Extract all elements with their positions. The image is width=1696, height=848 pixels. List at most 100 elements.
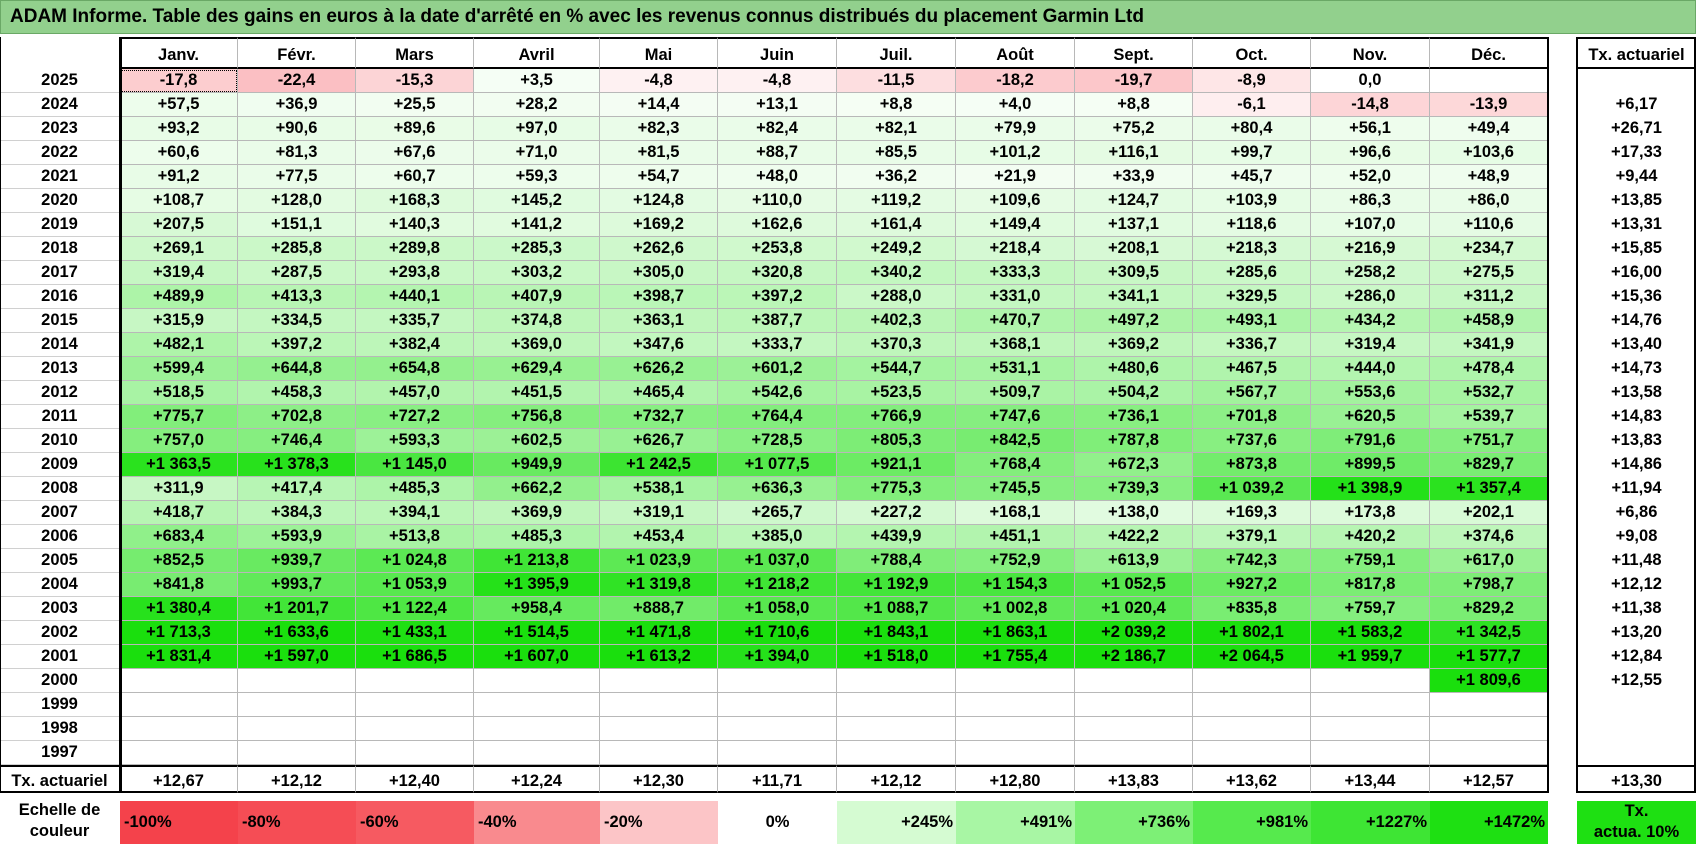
table-cell: +1 809,6 [1430, 669, 1548, 693]
table-cell: +116,1 [1075, 141, 1193, 165]
actuarial-rate: +14,86 [1577, 453, 1696, 477]
year-label: 2001 [0, 645, 119, 669]
table-cell [956, 693, 1075, 717]
table-cell: +218,3 [1193, 237, 1311, 261]
table-cell: -13,9 [1430, 93, 1548, 117]
table-cell [120, 669, 238, 693]
table-cell: +542,6 [718, 381, 837, 405]
table-cell: +25,5 [356, 93, 474, 117]
table-cell: +340,2 [837, 261, 956, 285]
table-cell: +311,2 [1430, 285, 1548, 309]
table-cell: +787,8 [1075, 429, 1193, 453]
table-cell: -4,8 [600, 69, 718, 93]
table-cell: +1 514,5 [474, 621, 600, 645]
table-cell: -15,3 [356, 69, 474, 93]
table-cell: +418,7 [120, 501, 238, 525]
table-cell: +2 039,2 [1075, 621, 1193, 645]
report-title: ADAM Informe. Table des gains en euros à… [0, 0, 1696, 34]
table-cell: +75,2 [1075, 117, 1193, 141]
table-cell: +363,1 [600, 309, 718, 333]
table-cell: +728,5 [718, 429, 837, 453]
table-cell: +384,3 [238, 501, 356, 525]
table-cell: +368,1 [956, 333, 1075, 357]
table-cell: -18,2 [956, 69, 1075, 93]
table-cell: +1 154,3 [956, 573, 1075, 597]
table-cell: +1 053,9 [356, 573, 474, 597]
scale-step: +736% [1075, 801, 1193, 844]
month-header: Juin [718, 37, 837, 69]
table-cell: +746,4 [238, 429, 356, 453]
footer-rate: +12,80 [956, 765, 1075, 793]
table-cell: +398,7 [600, 285, 718, 309]
table-cell: +958,4 [474, 597, 600, 621]
table-cell [238, 693, 356, 717]
table-cell: +1 242,5 [600, 453, 718, 477]
table-cell: +1 633,6 [238, 621, 356, 645]
table-cell: +539,7 [1430, 405, 1548, 429]
table-cell: +482,1 [120, 333, 238, 357]
year-label: 2013 [0, 357, 119, 381]
table-cell [1193, 717, 1311, 741]
table-cell: +1 002,8 [956, 597, 1075, 621]
year-label: 2004 [0, 573, 119, 597]
table-cell: +1 213,8 [474, 549, 600, 573]
table-cell: +1 433,1 [356, 621, 474, 645]
column-separator [0, 37, 1, 793]
table-cell: +759,1 [1311, 549, 1430, 573]
actuarial-rate: +14,76 [1577, 309, 1696, 333]
table-cell: +835,8 [1193, 597, 1311, 621]
table-cell: +369,9 [474, 501, 600, 525]
footer-rate: +12,12 [837, 765, 956, 793]
table-cell [600, 717, 718, 741]
table-cell: +407,9 [474, 285, 600, 309]
table-cell: -4,8 [718, 69, 837, 93]
footer-rate: +12,12 [238, 765, 356, 793]
table-cell [600, 741, 718, 765]
table-cell: +617,0 [1430, 549, 1548, 573]
table-cell: +258,2 [1311, 261, 1430, 285]
table-cell: +56,1 [1311, 117, 1430, 141]
table-cell [1193, 693, 1311, 717]
table-cell: +397,2 [238, 333, 356, 357]
table-cell: +444,0 [1311, 357, 1430, 381]
table-cell [837, 693, 956, 717]
table-cell: +287,5 [238, 261, 356, 285]
table-cell: +1 357,4 [1430, 477, 1548, 501]
table-cell: +1 613,2 [600, 645, 718, 669]
table-cell: +89,6 [356, 117, 474, 141]
table-cell: +751,7 [1430, 429, 1548, 453]
table-cell: +2 064,5 [1193, 645, 1311, 669]
table-cell: +347,6 [600, 333, 718, 357]
year-label: 2011 [0, 405, 119, 429]
table-cell: +262,6 [600, 237, 718, 261]
table-cell: +1 378,3 [238, 453, 356, 477]
table-cell: +747,6 [956, 405, 1075, 429]
table-cell [1075, 741, 1193, 765]
table-cell: +766,9 [837, 405, 956, 429]
table-cell: +626,2 [600, 357, 718, 381]
column-separator [1576, 37, 1578, 793]
month-header: Janv. [120, 37, 238, 69]
table-cell: +654,8 [356, 357, 474, 381]
table-cell: -17,8 [120, 69, 238, 93]
scale-step: -60% [356, 801, 474, 844]
table-cell: +285,6 [1193, 261, 1311, 285]
year-label: 2024 [0, 93, 119, 117]
table-cell: +80,4 [1193, 117, 1311, 141]
table-cell: +341,1 [1075, 285, 1193, 309]
scale-step: 0% [718, 801, 837, 844]
table-cell: +567,7 [1193, 381, 1311, 405]
month-header: Déc. [1430, 37, 1548, 69]
table-cell: +513,8 [356, 525, 474, 549]
year-label: 2025 [0, 69, 119, 93]
footer-label: Tx. actuariel [0, 765, 119, 793]
table-cell: +387,7 [718, 309, 837, 333]
month-header: Oct. [1193, 37, 1311, 69]
table-cell: +701,8 [1193, 405, 1311, 429]
table-cell: +169,2 [600, 213, 718, 237]
table-cell: 0,0 [1311, 69, 1430, 93]
table-cell: +451,1 [956, 525, 1075, 549]
table-cell: +1 394,0 [718, 645, 837, 669]
table-cell: +88,7 [718, 141, 837, 165]
scale-step: +1227% [1311, 801, 1430, 844]
